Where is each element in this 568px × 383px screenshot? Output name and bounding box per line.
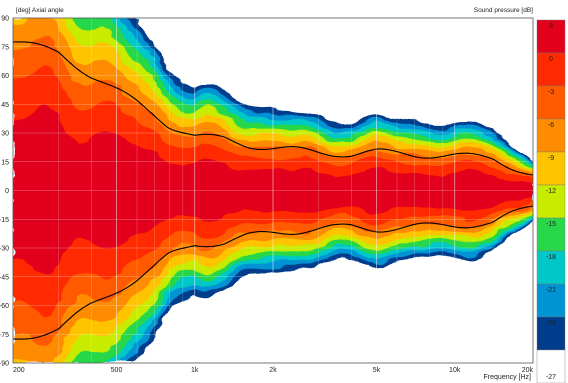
contour-line-upper — [13, 41, 533, 176]
y-tick-label: -90 — [0, 361, 9, 368]
colorbar-tick-label: -15 — [546, 221, 556, 228]
x-tick-label: 5k — [373, 367, 381, 374]
y-tick-label: 15 — [1, 159, 9, 166]
plot-frame — [12, 17, 534, 364]
colorbar-tick-label: 3 — [549, 23, 553, 30]
colorbar: 3 0 -3 -6 -9 -12 -15 -18 -21 -24 -27 — [536, 19, 566, 383]
colorbar-segment — [536, 283, 566, 318]
colorbar-segment — [536, 217, 566, 252]
colorbar-segment — [536, 118, 566, 153]
colorbar-segment — [536, 250, 566, 285]
y-tick-label: 60 — [1, 73, 9, 80]
y-tick-label: -75 — [0, 332, 9, 339]
colorbar-segment — [536, 316, 566, 351]
colorbar-tick-label: -27 — [546, 374, 556, 381]
contour-line-lower — [13, 205, 533, 340]
y-tick-label: 75 — [1, 44, 9, 51]
colorbar-segment — [536, 184, 566, 219]
y-tick-label: -45 — [0, 274, 9, 281]
x-tick-label: 2k — [269, 367, 277, 374]
x-tick-label: 1k — [191, 367, 199, 374]
colorbar-segment — [536, 19, 566, 54]
colorbar-tick-label: -3 — [548, 89, 554, 96]
x-tick-label: 20k — [522, 367, 534, 374]
y-tick-label: -15 — [0, 217, 9, 224]
x-axis-label: Frequency [Hz] — [484, 374, 532, 381]
x-tick-label: 10k — [449, 367, 461, 374]
colorbar-tick-label: 0 — [549, 56, 553, 63]
plot-area: 90 75 60 45 30 15 0 -15 -30 -45 -60 -75 -90 200 500 1k… — [0, 16, 533, 375]
colorbar-tick-label: -6 — [548, 122, 554, 129]
x-tick-label: 500 — [111, 367, 123, 374]
colorbar-tick-label: -21 — [546, 287, 556, 294]
colorbar-tick-label: -18 — [546, 254, 556, 261]
colorbar-segment — [536, 349, 566, 383]
y-tick-label: -60 — [0, 303, 9, 310]
y-tick-label: 90 — [1, 16, 9, 23]
x-tick-label: 200 — [13, 367, 25, 374]
colorbar-tick-label: -24 — [546, 320, 556, 327]
colorbar-tick-label: -12 — [546, 188, 556, 195]
y-tick-label: -30 — [0, 246, 9, 253]
y-tick-label: 45 — [1, 102, 9, 109]
y-tick-label: 0 — [5, 188, 9, 195]
y-tick-label: 30 — [1, 131, 9, 138]
colorbar-header: Sound pressure [dB] — [474, 7, 533, 14]
colorbar-tick-label: -9 — [548, 155, 554, 162]
y-axis-header: [deg] Axial angle — [16, 7, 64, 14]
colorbar-segment — [536, 151, 566, 186]
colorbar-segment — [536, 85, 566, 120]
colorbar-segment — [536, 52, 566, 87]
